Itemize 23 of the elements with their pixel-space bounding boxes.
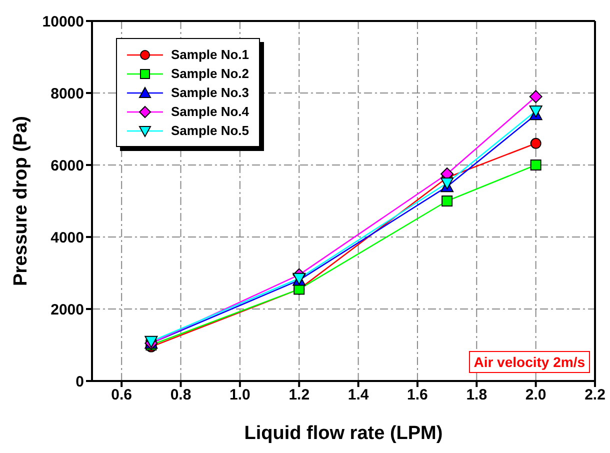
x-tick-label: 2.2 — [584, 386, 606, 404]
annotation: Air velocity 2m/s — [468, 351, 590, 373]
x-tick-label: 0.6 — [111, 386, 132, 404]
x-tick-label: 1.8 — [466, 386, 488, 404]
y-tick-label: 0 — [76, 373, 84, 390]
x-tick-label: 1.4 — [348, 386, 370, 404]
x-tick-label: 2.0 — [525, 386, 546, 404]
y-tick-label: 6000 — [50, 157, 84, 174]
y-tick-label: 10000 — [42, 13, 84, 30]
x-tick-label: 1.6 — [407, 386, 428, 404]
x-axis-title: Liquid flow rate (LPM) — [244, 423, 443, 444]
legend-label: Sample No.2 — [171, 66, 250, 81]
legend-label: Sample No.3 — [171, 85, 250, 100]
legend-label: Sample No.4 — [171, 104, 250, 119]
legend-label: Sample No.1 — [171, 47, 250, 62]
y-axis-title: Pressure drop (Pa) — [10, 116, 32, 286]
y-tick-label: 8000 — [50, 85, 84, 102]
y-tick-label: 2000 — [50, 301, 84, 318]
y-tick-label: 4000 — [50, 229, 84, 246]
x-tick-label: 0.8 — [170, 386, 192, 404]
x-tick-label: 1.0 — [230, 386, 250, 404]
x-tick-label: 1.2 — [288, 386, 310, 404]
legend-label: Sample No.5 — [171, 123, 250, 138]
